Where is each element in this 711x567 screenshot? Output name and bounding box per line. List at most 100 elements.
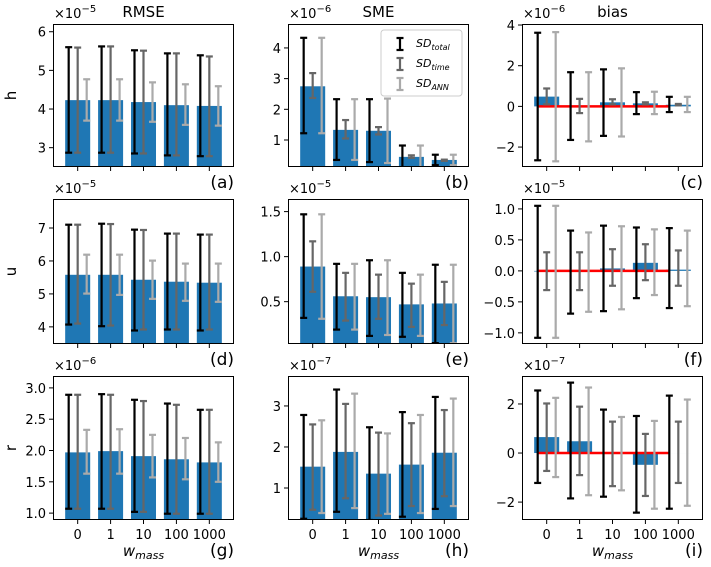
y-offset-label: ×10−6 — [54, 356, 96, 374]
y-tick-label: −0.5 — [483, 296, 515, 311]
error-bar-sd-total — [196, 408, 204, 515]
error-bar-sd-ann — [214, 262, 222, 303]
y-offset-label: ×10−7 — [289, 356, 331, 374]
y-tick-label: 3.0 — [25, 382, 46, 397]
legend-box — [380, 29, 463, 97]
error-bar-sd-total — [534, 31, 542, 162]
y-offset-label: ×10−6 — [289, 4, 331, 22]
error-bar-sd-total — [196, 233, 204, 332]
y-tick-label: 2.0 — [25, 445, 46, 460]
axes-frame — [522, 199, 703, 344]
y-tick-label: 4 — [273, 42, 281, 57]
error-bar-sd-ann — [214, 85, 222, 127]
x-tick-label: 10 — [370, 528, 387, 543]
y-tick-label: −1.0 — [483, 327, 515, 342]
error-bar-sd-time — [440, 158, 448, 162]
error-bar-sd-total — [632, 91, 640, 116]
panel-letter: (g) — [210, 541, 234, 561]
error-bar-sd-time — [309, 71, 317, 100]
error-bar-sd-total — [431, 395, 439, 511]
error-bar-sd-time — [107, 45, 115, 154]
error-bar-sd-ann — [618, 225, 625, 311]
panel-h: 1 2 3 0 1 10 100 1000 ×10−7 (h) wmass — [273, 356, 469, 562]
y-offset-label: ×10−7 — [523, 356, 565, 374]
plot-area — [65, 222, 222, 344]
bar — [398, 156, 424, 167]
error-bar-sd-time — [205, 408, 213, 515]
y-tick-label: 2.5 — [25, 413, 46, 428]
x-tick-label: 10 — [604, 528, 621, 543]
panel-c: −2 0 2 4 ×10−6 bias (c) — [496, 3, 703, 193]
error-bar-sd-total — [632, 414, 640, 514]
error-bar-sd-time — [172, 52, 180, 157]
error-bar-sd-ann — [149, 81, 156, 123]
error-bar-sd-time — [641, 243, 649, 282]
error-bar-sd-total — [98, 393, 106, 510]
error-bar-sd-ann — [416, 273, 424, 337]
y-axis-label: r — [2, 444, 20, 451]
plot-area — [534, 204, 691, 339]
y-tick-label: 4 — [38, 103, 46, 118]
error-bar-sd-total — [567, 229, 575, 315]
error-bar-sd-ann — [116, 428, 124, 475]
y-offset-label: ×10−5 — [523, 179, 565, 197]
error-bar-sd-ann — [181, 262, 189, 302]
panel-i: −2 0 2 0 1 10 100 1000 ×10−7 (i) wmass — [496, 356, 703, 562]
error-bar-sd-time — [641, 101, 649, 106]
error-bar-sd-ann — [650, 228, 658, 297]
x-tick-label: 1 — [106, 528, 114, 543]
error-bar-sd-time — [407, 422, 415, 508]
error-bar-sd-time — [576, 251, 584, 292]
x-tick-label: 100 — [633, 528, 658, 543]
axes-frame — [522, 376, 703, 520]
y-tick-label: 0 — [507, 100, 515, 115]
x-tick-label: 100 — [164, 528, 189, 543]
error-bar-sd-total — [665, 394, 673, 510]
error-bar-sd-time — [576, 97, 584, 115]
y-tick-label: 1 — [273, 482, 281, 497]
y-tick-label: 0.5 — [494, 234, 515, 249]
y-tick-label: 1.0 — [25, 507, 46, 522]
y-tick-label: 3 — [38, 142, 46, 157]
error-bar-sd-ann — [449, 153, 457, 167]
bar — [431, 159, 457, 167]
x-tick-label: 1 — [575, 528, 583, 543]
axes-frame — [288, 24, 469, 167]
y-tick-label: 0.5 — [260, 296, 281, 311]
x-axis-label: wmass — [123, 542, 164, 562]
error-bar-sd-ann — [585, 71, 593, 143]
error-bar-sd-total — [632, 226, 640, 300]
panel-a: 3 4 5 6 ×10−5 RMSE h (a) — [2, 3, 234, 193]
error-bar-sd-ann — [585, 386, 593, 497]
error-bar-sd-time — [543, 402, 551, 473]
y-offset-label: ×10−5 — [54, 179, 96, 197]
error-bar-sd-ann — [318, 213, 326, 320]
y-offset-label: ×10−5 — [289, 179, 331, 197]
error-bar-sd-time — [172, 403, 180, 515]
error-bar-sd-time — [375, 126, 382, 136]
error-bar-sd-total — [131, 228, 138, 332]
error-bar-sd-total — [163, 232, 171, 331]
error-bar-sd-total — [300, 213, 308, 319]
error-bar-sd-ann — [384, 259, 391, 337]
panel-letter: (a) — [210, 173, 234, 193]
legend-entry-time: SDtime — [396, 56, 450, 72]
error-bar-sd-total — [398, 144, 406, 167]
error-bar-sd-time — [309, 423, 317, 511]
panel-letter: (i) — [685, 541, 703, 561]
error-bar-sd-time — [140, 228, 147, 331]
plot-area — [65, 393, 222, 520]
y-tick-label: 4 — [507, 19, 515, 34]
error-bar-sd-time — [674, 102, 682, 107]
legend: SDtotal SDtime SDANN — [380, 29, 463, 97]
x-tick-label: 0 — [309, 528, 317, 543]
x-tick-label: 100 — [399, 528, 424, 543]
error-bar-sd-total — [131, 49, 138, 155]
axes-frame — [53, 24, 234, 167]
error-bar-sd-total — [398, 271, 406, 338]
error-bar-sd-total — [333, 262, 341, 331]
plot-area — [534, 381, 691, 514]
error-bar-sd-total — [366, 259, 373, 337]
legend-label: SDANN — [416, 77, 449, 92]
